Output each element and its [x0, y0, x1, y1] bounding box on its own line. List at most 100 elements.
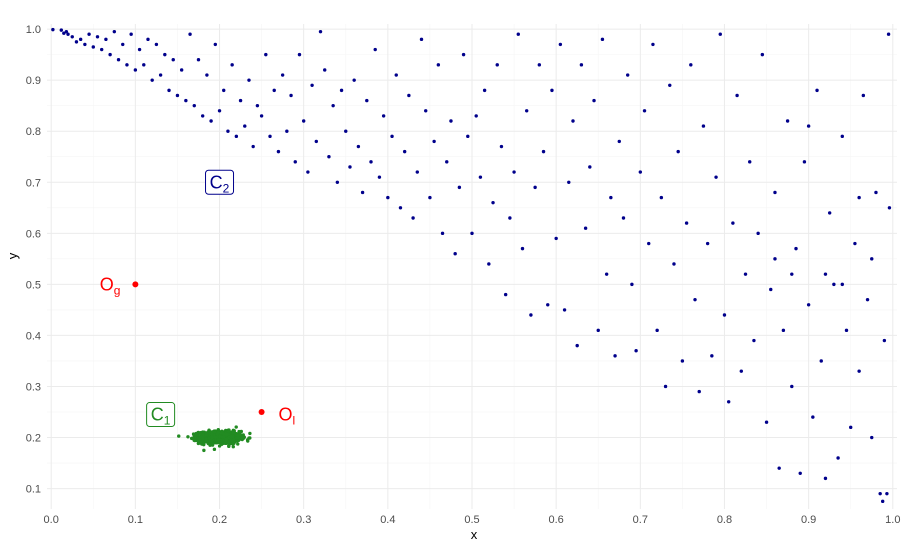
data-point — [230, 63, 234, 67]
data-point — [112, 29, 117, 34]
y-tick-label: 0.2 — [26, 433, 41, 445]
data-point — [588, 165, 592, 169]
data-point — [184, 98, 188, 103]
data-point — [87, 32, 91, 36]
data-point — [592, 98, 596, 103]
data-point — [323, 68, 327, 72]
x-tick-label: 0.6 — [549, 514, 564, 526]
data-point — [217, 109, 222, 113]
data-point — [874, 190, 878, 195]
data-point — [596, 328, 600, 333]
data-point — [167, 88, 171, 93]
data-point — [314, 139, 319, 144]
data-point — [495, 63, 499, 67]
x-tick-label: 0.0 — [44, 514, 59, 526]
data-point — [880, 499, 885, 504]
data-point — [840, 282, 844, 287]
data-point — [74, 40, 79, 44]
annotation-c2: C2 — [205, 169, 235, 195]
data-point — [177, 434, 181, 438]
data-point — [398, 206, 403, 210]
data-point — [236, 435, 240, 440]
data-point — [693, 297, 697, 302]
data-point — [209, 119, 213, 123]
data-point — [78, 37, 83, 42]
data-point — [508, 216, 512, 220]
data-point — [885, 491, 889, 496]
data-point — [231, 445, 235, 449]
data-point — [743, 272, 748, 276]
data-point — [726, 400, 731, 404]
data-point — [449, 119, 453, 123]
series-1 — [177, 425, 252, 453]
data-point — [583, 226, 588, 230]
data-point — [129, 32, 133, 36]
data-point — [189, 436, 194, 441]
data-point — [289, 93, 293, 98]
data-point — [668, 83, 672, 87]
data-point — [344, 129, 348, 133]
data-point — [870, 257, 874, 261]
y-axis-title: y — [5, 252, 20, 259]
data-point — [659, 195, 664, 200]
data-point — [216, 438, 221, 442]
data-point — [520, 246, 525, 251]
y-tick-label: 0.9 — [26, 75, 41, 87]
data-point — [827, 211, 832, 215]
data-point — [293, 160, 297, 164]
data-point — [318, 29, 323, 34]
data-point — [280, 73, 285, 77]
data-point — [229, 438, 233, 442]
y-tick-label: 0.4 — [26, 330, 41, 342]
data-point — [684, 221, 689, 225]
annotation-c1: C1 — [146, 402, 176, 428]
annotation-main: C — [210, 172, 223, 192]
data-point — [210, 439, 214, 444]
annotation-og: Og — [100, 274, 121, 297]
y-tick-label: 0.6 — [26, 228, 41, 240]
data-point — [445, 160, 449, 164]
data-point — [210, 435, 215, 440]
data-point — [697, 389, 701, 394]
data-point — [213, 42, 218, 47]
data-point — [756, 231, 760, 236]
data-point — [865, 297, 870, 302]
data-point — [200, 114, 205, 118]
data-points — [51, 27, 892, 504]
data-point — [100, 47, 104, 52]
annotation-box — [205, 169, 235, 195]
data-point — [394, 73, 398, 77]
data-point — [232, 441, 236, 445]
data-point — [238, 430, 242, 435]
data-point — [202, 448, 206, 453]
data-point — [192, 103, 196, 108]
data-point — [199, 440, 203, 445]
data-point — [226, 129, 230, 133]
data-point — [221, 435, 226, 439]
data-point — [794, 246, 798, 251]
data-point — [142, 63, 146, 67]
data-point — [246, 439, 250, 443]
data-point — [840, 134, 844, 139]
data-point — [710, 354, 714, 358]
data-point — [234, 425, 238, 429]
data-point — [327, 155, 331, 159]
data-point — [216, 430, 221, 435]
data-point — [609, 195, 613, 200]
data-point — [306, 170, 310, 174]
data-point — [230, 434, 235, 438]
data-point — [764, 420, 769, 424]
annotation-main: O — [279, 405, 293, 425]
data-point — [718, 32, 722, 36]
annotation-label: Ol — [279, 405, 296, 428]
data-point — [882, 338, 887, 343]
data-point — [436, 63, 441, 67]
data-point — [516, 32, 520, 36]
data-point — [251, 144, 255, 149]
data-point — [781, 328, 786, 333]
data-point — [785, 119, 790, 123]
data-point — [255, 103, 260, 108]
annotation-subscript: 1 — [164, 414, 171, 428]
data-point — [116, 58, 121, 62]
series-0 — [51, 27, 892, 504]
